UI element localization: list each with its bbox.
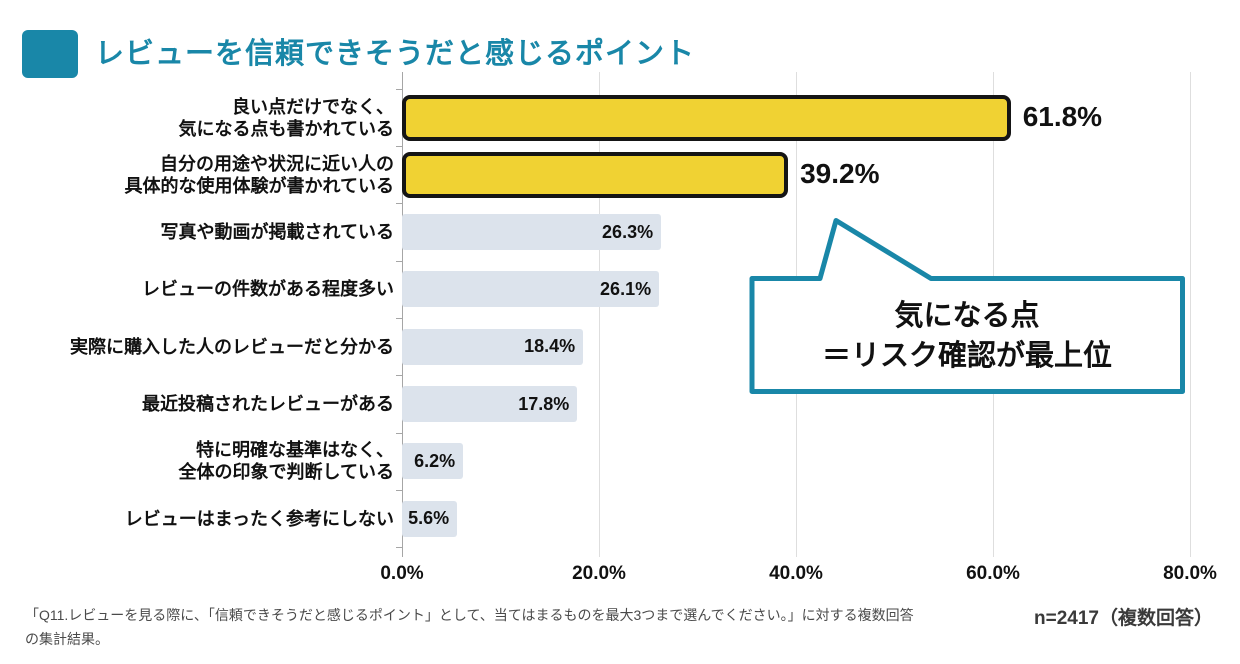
- gridline: [1190, 72, 1191, 557]
- category-label-line: 特に明確な基準はなく、: [196, 440, 394, 461]
- bar-value-label: 18.4%: [524, 336, 576, 357]
- x-axis-tick-label: 20.0%: [572, 563, 626, 584]
- category-label: 自分の用途や状況に近い人の 具体的な使用体験が書かれている: [0, 153, 394, 197]
- category-label-line: 最近投稿されたレビューがある: [142, 394, 394, 414]
- bar: 5.6%: [402, 500, 458, 537]
- category-axis-tick: [396, 432, 402, 434]
- bar-highlighted: [402, 151, 789, 198]
- bar-value-label: 26.3%: [602, 221, 654, 242]
- bar-value-label: 17.8%: [518, 393, 570, 414]
- title-accent-square: [22, 30, 78, 78]
- callout-line-2: ＝リスク確認が最上位: [821, 340, 1112, 372]
- page-title: レビューを信頼できそうだと感じるポイント: [95, 38, 696, 70]
- category-label: 良い点だけでなく、 気になる点も書かれている: [0, 96, 394, 140]
- category-label: 写真や動画が掲載されている: [0, 221, 394, 243]
- bar-highlighted: [402, 94, 1011, 141]
- category-label-line: 良い点だけでなく、: [232, 96, 394, 117]
- category-label-line: レビューはまったく参考にしない: [124, 508, 394, 529]
- category-label: 実際に購入した人のレビューだと分かる: [0, 336, 394, 358]
- category-label-line: 気になる点も書かれている: [178, 118, 394, 139]
- x-axis-tick-label: 0.0%: [380, 563, 424, 584]
- x-axis-tick-label: 80.0%: [1163, 563, 1217, 584]
- bar-value-label: 26.1%: [600, 278, 652, 299]
- footnote-line-1: 「Q11.レビューを見る際に、「信頼できそうだと感じるポイント」として、当てはま…: [25, 607, 914, 623]
- footnote: 「Q11.レビューを見る際に、「信頼できそうだと感じるポイント」として、当てはま…: [25, 603, 1015, 651]
- bar: 26.1%: [402, 271, 660, 308]
- category-axis-tick: [396, 260, 402, 262]
- bar: 26.3%: [402, 214, 662, 251]
- category-label: レビューはまったく参考にしない: [0, 508, 394, 530]
- bar-value-label: 39.2%: [800, 157, 880, 189]
- bar: 17.8%: [402, 386, 578, 422]
- callout-annotation: 気になる点 ＝リスク確認が最上位: [752, 296, 1182, 376]
- category-label: レビューの件数がある程度多い: [0, 278, 394, 300]
- category-axis-tick: [396, 375, 402, 377]
- x-axis-tick-label: 60.0%: [966, 563, 1020, 584]
- category-axis-tick: [396, 146, 402, 148]
- category-label-line: 全体の印象で判断している: [178, 462, 394, 483]
- bar: 18.4%: [402, 328, 584, 365]
- category-label: 特に明確な基準はなく、 全体の印象で判断している: [0, 439, 394, 483]
- category-label-line: 実際に購入した人のレビューだと分かる: [70, 336, 394, 357]
- x-axis-tick-label: 40.0%: [769, 563, 823, 584]
- category-axis-tick: [396, 547, 402, 549]
- sample-size-label: n=2417（複数回答）: [1034, 608, 1213, 629]
- bar-value-label: 5.6%: [408, 508, 450, 529]
- bar: 6.2%: [402, 443, 464, 480]
- gridline: [599, 72, 600, 557]
- category-label-line: レビューの件数がある程度多い: [142, 279, 394, 300]
- bar-value-label: 6.2%: [414, 450, 456, 471]
- bar-value-label: 61.8%: [1022, 100, 1103, 132]
- category-label-line: 自分の用途や状況に近い人の: [160, 153, 394, 174]
- category-axis-tick: [396, 489, 402, 491]
- category-axis-tick: [396, 88, 402, 90]
- category-axis-tick: [396, 203, 402, 205]
- footnote-line-2: の集計結果。: [25, 631, 109, 647]
- category-label-line: 写真や動画が掲載されている: [160, 222, 394, 243]
- value-axis-line: [402, 72, 403, 557]
- category-label: 最近投稿されたレビューがある: [0, 393, 394, 415]
- category-axis-tick: [396, 318, 402, 319]
- callout-line-1: 気になる点: [894, 300, 1040, 332]
- category-label-line: 具体的な使用体験が書かれている: [124, 175, 394, 196]
